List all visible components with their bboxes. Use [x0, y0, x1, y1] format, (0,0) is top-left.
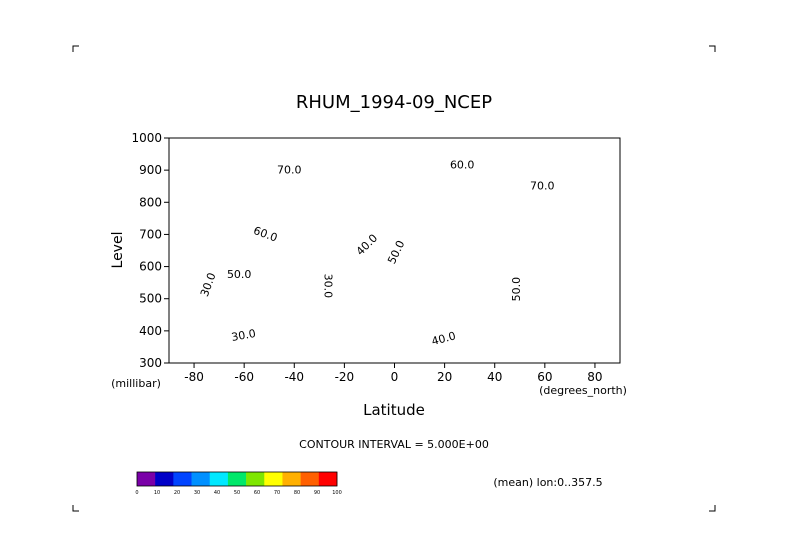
chart-title: RHUM_1994-09_NCEP	[296, 92, 492, 113]
corner-marks	[72, 45, 716, 512]
plot-area: 30.030.0 50.060.070.030.040.0 50.040.050.0…	[168, 137, 621, 364]
